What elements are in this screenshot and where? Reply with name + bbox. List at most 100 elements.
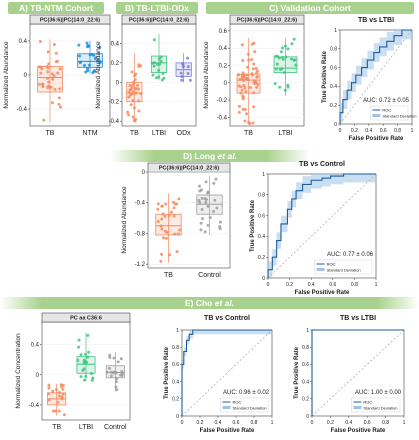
point-e-0-2 — [47, 383, 51, 387]
point-d-1-5 — [203, 230, 207, 234]
point-c-1-17 — [278, 85, 282, 89]
point-d-0-23 — [160, 217, 164, 221]
point-d-1-27 — [212, 181, 216, 185]
point-b-0-10 — [137, 99, 141, 103]
banner-d-etal: et al. — [217, 151, 237, 161]
point-a-1-10 — [78, 60, 82, 64]
point-e-0-19 — [57, 409, 61, 413]
point-e-1-16 — [82, 367, 86, 371]
point-b-0-15 — [131, 90, 135, 94]
point-b-0-17 — [133, 78, 137, 82]
panel-c-title-strip — [229, 14, 305, 25]
point-e-1-13 — [90, 371, 94, 375]
banner-e: E) Cho et al. — [0, 297, 419, 309]
point-e-1-2 — [77, 345, 81, 349]
point-d-0-4 — [161, 236, 165, 240]
roc-e-roc2-xtick-label-5: 1 — [403, 420, 406, 426]
panel-c-ytick-label-0: -0.4 — [217, 115, 228, 121]
point-b-0-27 — [127, 90, 131, 94]
point-d-1-2 — [198, 184, 202, 188]
point-c-0-53 — [245, 77, 249, 81]
point-d-0-11 — [173, 232, 177, 236]
roc-e-roc2-xtick-label-2: 0.4 — [345, 420, 352, 426]
point-a-0-16 — [42, 118, 46, 122]
roc-c-roc-xtick-label-0: 0 — [339, 128, 342, 134]
panel-e-ylabel: Normalized Concentration — [15, 333, 22, 409]
point-c-1-4 — [284, 55, 288, 59]
point-d-0-21 — [160, 227, 164, 231]
point-d-1-22 — [199, 221, 203, 225]
roc-d-roc-curve — [267, 173, 376, 278]
point-c-0-56 — [251, 121, 255, 125]
roc-c-roc-std-band — [340, 30, 412, 124]
point-e-1-8 — [76, 358, 80, 362]
point-b-0-33 — [130, 70, 134, 74]
point-a-0-22 — [58, 67, 62, 71]
point-c-0-9 — [243, 119, 247, 123]
roc-e-roc2-ytick-label-2: 0.4 — [302, 379, 309, 385]
point-c-0-20 — [242, 84, 246, 88]
point-b-1-10 — [161, 72, 165, 76]
point-a-0-12 — [57, 102, 61, 106]
point-c-1-24 — [294, 63, 298, 67]
roc-c-roc-ytick-label-1: 0.2 — [330, 103, 337, 109]
panel-b-ylabel: Normalized Abundance — [95, 41, 102, 109]
roc-e-roc1-xtick-label-3: 0.6 — [233, 420, 240, 426]
roc-e-roc1-ylabel: True Positive Rate — [164, 346, 170, 399]
roc-e-roc2-ytick-label-1: 0.2 — [302, 397, 309, 403]
panel-e-xlabel-1: LTBI — [79, 424, 93, 431]
roc-c-roc-ytick-label-5: 1 — [334, 28, 337, 34]
point-c-0-2 — [245, 73, 249, 77]
point-d-0-5 — [176, 232, 180, 236]
roc-d-roc-xtick-label-4: 0.8 — [351, 282, 358, 288]
roc-e-roc1-legend-roc: ROC — [233, 400, 242, 405]
roc-e-roc2-auc: AUC: 1.00 ± 0.00 — [355, 390, 402, 396]
point-e-0-8 — [51, 389, 55, 393]
point-c-0-37 — [248, 85, 252, 89]
point-c-0-52 — [242, 78, 246, 82]
roc-e-roc2-ylabel: True Positive Rate — [294, 346, 300, 399]
point-e-0-0 — [47, 398, 51, 402]
point-c-1-16 — [282, 71, 286, 75]
point-e-1-12 — [82, 361, 86, 365]
point-c-0-22 — [250, 58, 254, 62]
panel-a-ytick-label-2: 0.4 — [19, 39, 28, 45]
roc-d-roc-chance-line — [267, 173, 377, 279]
point-b-1-3 — [157, 68, 161, 72]
roc-c-roc-xtick-label-4: 0.8 — [394, 128, 401, 134]
point-b-1-6 — [155, 62, 159, 66]
panel-c-ytick-label-1: -0.2 — [217, 98, 228, 104]
point-c-0-48 — [254, 66, 258, 70]
point-d-0-20 — [164, 202, 168, 206]
roc-e-roc2-xtick-label-0: 0 — [311, 420, 314, 426]
point-c-1-3 — [283, 44, 287, 48]
banner-e-label: E) Cho — [184, 298, 215, 308]
roc-e-roc1-title: TB vs Control — [204, 315, 250, 322]
roc-e-roc2-xtick-label-4: 0.8 — [382, 420, 389, 426]
point-e-0-16 — [47, 392, 51, 396]
point-b-0-8 — [132, 106, 136, 110]
point-e-1-17 — [87, 350, 91, 354]
roc-e-roc1-std-band — [182, 330, 272, 416]
point-a-1-13 — [85, 41, 89, 45]
panel-d-ytick-label-1: -0.8 — [135, 231, 146, 237]
point-c-1-0 — [292, 37, 296, 41]
point-d-0-1 — [178, 228, 182, 232]
point-e-0-12 — [54, 388, 58, 392]
roc-d-roc-xlabel: False Positive Rate — [295, 290, 350, 296]
roc-d-roc-ytick-label-4: 0.8 — [258, 193, 265, 199]
point-c-1-2 — [273, 82, 277, 86]
point-d-1-19 — [200, 208, 204, 212]
point-c-1-6 — [290, 42, 294, 46]
point-c-0-59 — [246, 52, 250, 56]
panel-e-ytick-label-1: 0 — [36, 373, 40, 379]
point-b-0-7 — [126, 110, 130, 114]
point-d-0-14 — [164, 236, 168, 240]
roc-d-roc-std-band — [268, 174, 376, 278]
point-d-1-23 — [204, 200, 208, 204]
roc-e-roc1-xlabel: False Positive Rate — [200, 428, 255, 434]
roc-c-roc-ytick-label-2: 0.4 — [330, 84, 337, 90]
point-a-1-4 — [92, 53, 96, 57]
point-d-1-21 — [200, 188, 204, 192]
